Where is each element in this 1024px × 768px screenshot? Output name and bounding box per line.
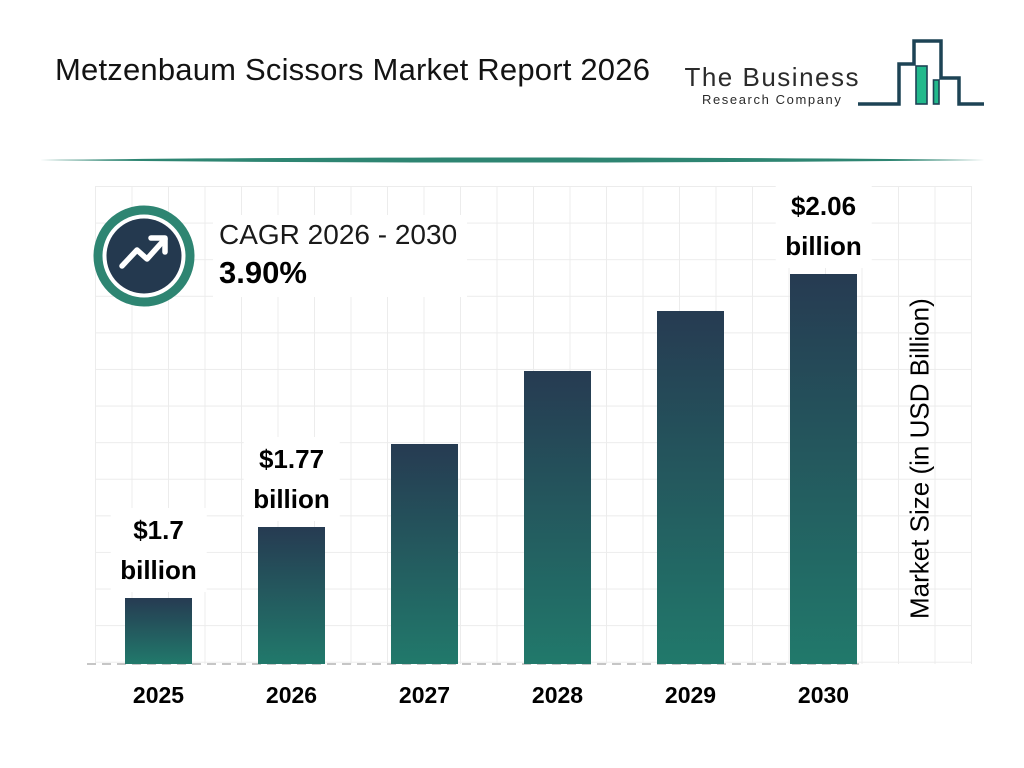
bar-chart-logo-icon bbox=[858, 39, 984, 106]
cagr-range-label: CAGR 2026 - 2030 bbox=[219, 219, 458, 251]
cagr-texts: CAGR 2026 - 2030 3.90% bbox=[213, 215, 468, 297]
x-axis-label-2025: 2025 bbox=[132, 682, 185, 708]
data-label-2025: $1.7 billion bbox=[110, 508, 207, 592]
cagr-value: 3.90% bbox=[219, 254, 307, 290]
x-axis-label-2027: 2027 bbox=[398, 682, 451, 708]
bar-2028 bbox=[524, 371, 591, 664]
logo-text: The Business Research Company bbox=[684, 64, 860, 106]
data-label-2026: $1.77 billion bbox=[243, 437, 340, 521]
logo-text-primary: The Business bbox=[684, 62, 860, 92]
data-label-2030: $2.06 billion bbox=[775, 184, 872, 268]
page-title: Metzenbaum Scissors Market Report 2026 bbox=[55, 52, 651, 87]
x-axis-label-2028: 2028 bbox=[531, 682, 584, 708]
cagr-callout: CAGR 2026 - 2030 3.90% bbox=[93, 205, 468, 307]
company-logo: The Business Research Company bbox=[684, 38, 988, 122]
x-axis-label-2026: 2026 bbox=[265, 682, 318, 708]
x-axis-label-2030: 2030 bbox=[797, 682, 850, 708]
bar-2030 bbox=[790, 274, 857, 664]
bar-chart: $1.7 billion 2025 $1.77 billion 2026 2027 2028 2… bbox=[87, 184, 972, 708]
x-axis-label-2029: 2029 bbox=[664, 682, 717, 708]
y-axis-title: Market Size (in USD Billion) bbox=[904, 298, 935, 620]
bar-2029 bbox=[657, 311, 724, 664]
bar-2025 bbox=[125, 598, 192, 664]
x-axis-line bbox=[87, 663, 859, 665]
bar-2026 bbox=[258, 527, 325, 664]
trending-up-icon bbox=[93, 205, 195, 307]
section-divider bbox=[40, 157, 985, 163]
logo-text-secondary: Research Company bbox=[701, 92, 843, 107]
bar-2027 bbox=[391, 444, 458, 664]
